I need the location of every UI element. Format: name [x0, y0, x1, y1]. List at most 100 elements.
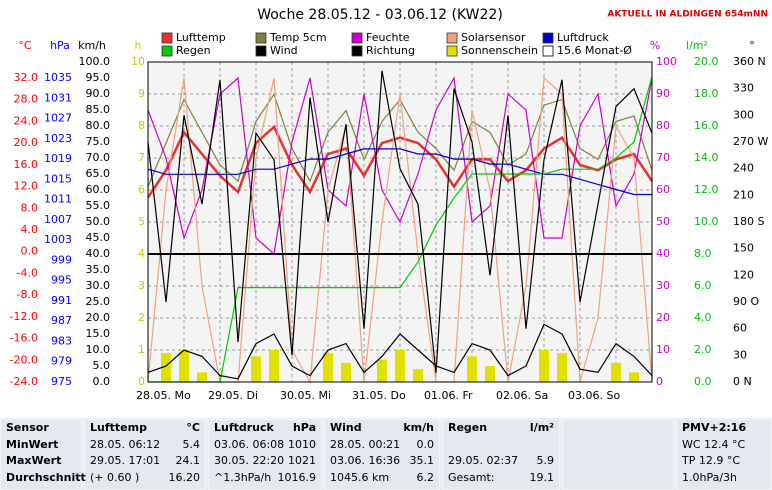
legend-label: Luftdruck: [557, 31, 609, 44]
cell-text: (+ 0.60 ): [90, 471, 139, 484]
table-unit: km/h: [403, 421, 434, 434]
y-tick-label: 60: [733, 322, 747, 335]
y-tick-label: 8: [138, 119, 145, 132]
y-tick-label: 979: [51, 355, 72, 368]
y-tick-label: 120: [733, 268, 754, 281]
cell-text: ^1.3hPa/h: [214, 471, 271, 484]
y-tick-label: 8.0: [21, 201, 39, 214]
y-tick-label: 12.0: [694, 183, 719, 196]
table-header: Lufttemp: [90, 421, 147, 434]
cell-text: 28.05. 00:21: [330, 438, 400, 451]
series-line: [147, 92, 653, 187]
axis-unit: h: [135, 39, 142, 52]
y-tick-label: 40.0: [86, 247, 111, 260]
legend-label: 15.6 Monat-Ø: [557, 44, 632, 57]
legend-swatch: [542, 45, 554, 57]
sunshine-bar: [485, 366, 495, 382]
y-tick-label: 10.0: [86, 343, 111, 356]
y-tick-label: 30: [733, 348, 747, 361]
series-line: [148, 76, 653, 383]
y-tick-label: 20.0: [694, 55, 719, 68]
y-tick-label: 0.0: [694, 375, 712, 388]
y-tick-label: 10.0: [694, 215, 719, 228]
legend-swatch: [255, 45, 267, 57]
sunshine-bar: [341, 362, 351, 382]
axis-unit: km/h: [78, 39, 106, 52]
y-tick-label: 1007: [44, 213, 72, 226]
y-tick-label: 4.0: [21, 223, 39, 236]
y-tick-label: -4.0: [17, 266, 38, 279]
y-tick-label: 1011: [44, 193, 72, 206]
table-header: Luftdruck: [214, 421, 275, 434]
cell-value: 0.0: [417, 438, 435, 451]
legend-swatch: [542, 32, 554, 44]
series-line: [147, 148, 652, 196]
y-tick-label: 0: [656, 375, 663, 388]
table-cell: [323, 418, 441, 490]
table-header: Wind: [330, 421, 362, 434]
cell-value: 19.1: [530, 471, 555, 484]
y-tick-label: 60: [656, 183, 670, 196]
y-tick-label: 330: [733, 82, 754, 95]
legend-swatch: [255, 32, 267, 44]
cell-text: 1.0hPa/3h: [682, 471, 737, 484]
table-cell: [675, 418, 772, 490]
y-tick-label: 1027: [44, 112, 72, 125]
y-tick-label: 100.0: [79, 55, 111, 68]
table-cell: [83, 418, 207, 490]
y-tick-label: 995: [51, 274, 72, 287]
y-tick-label: 20: [656, 311, 670, 324]
legend-label: Solarsensor: [461, 31, 526, 44]
table-unit: l/m²: [530, 421, 554, 434]
y-tick-label: 14.0: [694, 151, 719, 164]
axis-unit: °C: [18, 39, 32, 52]
y-tick-label: 80: [656, 119, 670, 132]
y-tick-label: 70: [656, 151, 670, 164]
sunshine-bar: [539, 350, 549, 382]
y-tick-label: 30: [656, 279, 670, 292]
y-tick-label: 9: [138, 87, 145, 100]
y-tick-label: 2: [138, 311, 145, 324]
y-tick-label: 0.0: [21, 245, 39, 258]
y-tick-label: 12.0: [14, 180, 39, 193]
y-tick-label: 999: [51, 253, 72, 266]
cell-text: WC 12.4 °C: [682, 438, 746, 451]
y-tick-label: 1: [138, 343, 145, 356]
legend-label: Richtung: [366, 44, 415, 57]
sunshine-bar: [557, 353, 567, 382]
sunshine-bar: [629, 372, 639, 382]
x-tick-label: 03.06. So: [568, 389, 620, 402]
plot-frame: [147, 61, 653, 383]
y-tick-label: 90 O: [733, 295, 759, 308]
y-tick-label: 2.0: [694, 343, 712, 356]
y-tick-label: 20.0: [14, 136, 39, 149]
y-tick-label: 45.0: [86, 231, 111, 244]
x-tick-label: 30.05. Mi: [280, 389, 331, 402]
sunshine-bar: [251, 356, 261, 382]
y-tick-label: 6: [138, 183, 145, 196]
y-tick-label: 5.0: [93, 359, 111, 372]
cell-text: 03.06. 06:08: [214, 438, 284, 451]
sunshine-bar: [611, 362, 621, 382]
y-tick-label: 32.0: [14, 71, 39, 84]
y-tick-label: -8.0: [17, 288, 38, 301]
x-tick-label: 01.06. Fr: [424, 389, 473, 402]
y-tick-label: 210: [733, 188, 754, 201]
y-tick-label: -24.0: [10, 375, 38, 388]
y-tick-label: 987: [51, 314, 72, 327]
cell-value: 16.20: [169, 471, 201, 484]
table-header: Sensor: [6, 421, 49, 434]
y-tick-label: 1003: [44, 233, 72, 246]
table-unit: hPa: [293, 421, 316, 434]
x-tick-label: 02.06. Sa: [496, 389, 548, 402]
legend-label: Wind: [270, 44, 298, 57]
y-tick-label: 240: [733, 162, 754, 175]
axis-unit: %: [650, 39, 660, 52]
y-tick-label: 4.0: [694, 311, 712, 324]
legend-swatch: [446, 32, 458, 44]
y-tick-label: 8.0: [694, 247, 712, 260]
cell-value: 5.9: [537, 454, 555, 467]
y-tick-label: 15.0: [86, 327, 111, 340]
legend-swatch: [446, 45, 458, 57]
table-cell: [441, 418, 561, 490]
